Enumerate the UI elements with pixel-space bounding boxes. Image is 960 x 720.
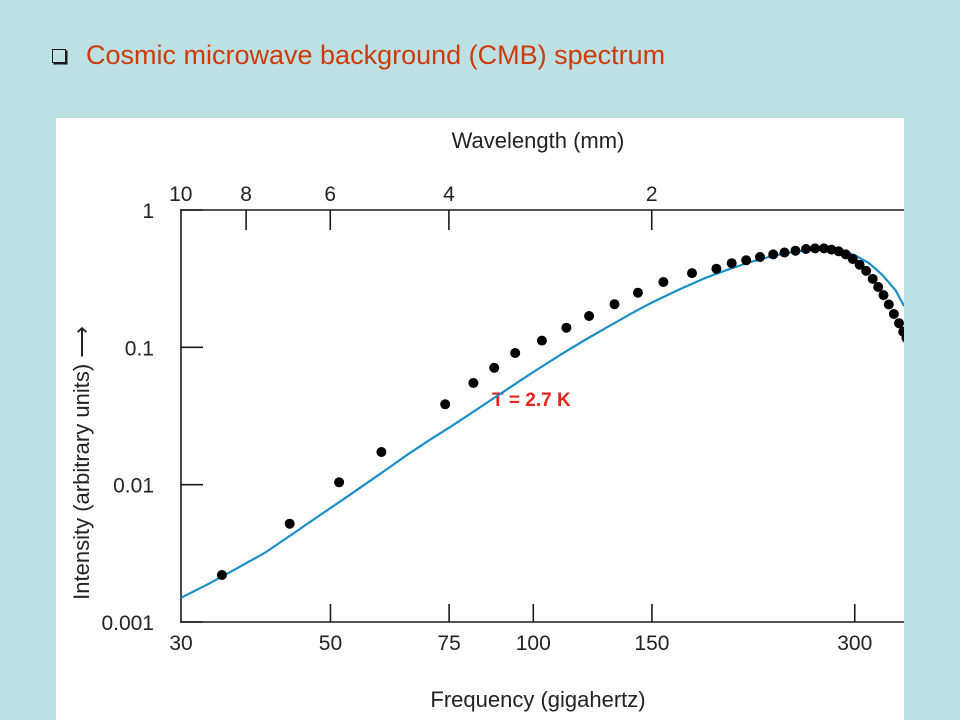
data-point xyxy=(376,447,387,457)
data-point xyxy=(779,247,790,258)
chart-panel: Wavelength (mm) Frequency (gigahertz) In… xyxy=(56,118,904,720)
data-point xyxy=(901,333,904,343)
data-point xyxy=(867,273,878,284)
data-point xyxy=(584,311,595,321)
x-tick-label: 300 xyxy=(837,632,872,655)
data-point xyxy=(847,254,858,264)
y-tick-label: 0.001 xyxy=(101,612,154,635)
data-point xyxy=(810,243,821,254)
data-point xyxy=(873,282,884,292)
data-point xyxy=(894,318,904,329)
data-point xyxy=(818,243,829,254)
data-point xyxy=(440,399,451,410)
data-point xyxy=(888,309,899,319)
top-tick-label: 8 xyxy=(240,183,252,206)
data-point xyxy=(741,255,752,266)
hollow-square-bullet-icon xyxy=(52,48,66,63)
data-point xyxy=(898,326,904,337)
blackbody-curve xyxy=(181,247,904,599)
data-point xyxy=(755,252,765,262)
data-point xyxy=(561,322,572,333)
y-tick-label: 0.01 xyxy=(113,475,154,498)
data-point xyxy=(883,299,894,310)
y-axis-label: Intensity (arbitrary units) ⟶ xyxy=(69,326,94,600)
x-axis-label: Frequency (gigahertz) xyxy=(430,687,645,712)
y-tick-label: 1 xyxy=(142,200,154,223)
x-tick-label: 30 xyxy=(169,632,192,655)
data-point xyxy=(510,348,521,358)
data-point xyxy=(854,259,865,270)
data-point xyxy=(768,249,779,260)
data-point xyxy=(861,265,872,276)
data-point xyxy=(536,335,547,346)
data-point xyxy=(790,245,801,256)
measurement-points xyxy=(216,243,904,580)
top-tick-label: 6 xyxy=(324,183,336,206)
slide-title: Cosmic microwave background (CMB) spectr… xyxy=(52,40,665,71)
data-point xyxy=(632,287,643,298)
data-point xyxy=(801,244,811,254)
x-tick-label: 50 xyxy=(319,632,342,655)
x-tick-label: 75 xyxy=(437,632,460,655)
top-axis-label: Wavelength (mm) xyxy=(452,128,625,153)
top-tick-label: 10 xyxy=(169,183,192,206)
data-point xyxy=(334,477,345,488)
data-point xyxy=(489,362,500,373)
data-point xyxy=(711,263,722,274)
y-tick-label: 0.1 xyxy=(125,337,154,360)
data-point xyxy=(878,290,889,301)
cmb-spectrum-chart: Wavelength (mm) Frequency (gigahertz) In… xyxy=(69,128,904,712)
slide-title-text: Cosmic microwave background (CMB) spectr… xyxy=(86,40,666,70)
data-point xyxy=(284,518,295,529)
data-point xyxy=(216,570,227,580)
temperature-annotation: T = 2.7 K xyxy=(492,390,571,411)
data-point xyxy=(468,378,479,388)
data-point xyxy=(726,258,737,269)
data-point xyxy=(609,299,620,310)
x-tick-label: 150 xyxy=(634,632,669,655)
x-tick-label: 100 xyxy=(516,632,551,655)
data-point xyxy=(658,277,669,287)
top-tick-label: 2 xyxy=(646,183,658,206)
top-tick-label: 4 xyxy=(443,183,455,206)
data-point xyxy=(687,268,697,279)
